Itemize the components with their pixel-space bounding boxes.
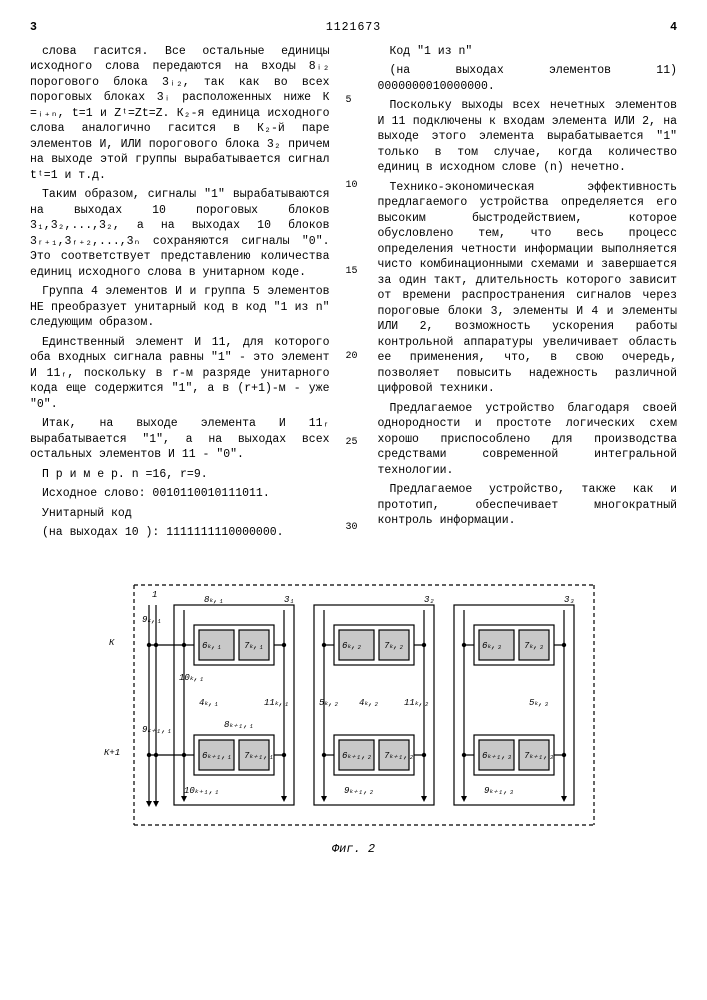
- svg-text:7ₖ,₂: 7ₖ,₂: [384, 641, 404, 651]
- text-columns: слова гасится. Все остальные единицы исх…: [30, 44, 677, 545]
- svg-text:6ₖ₊₁,₁: 6ₖ₊₁,₁: [202, 751, 232, 761]
- paragraph: слова гасится. Все остальные единицы исх…: [30, 44, 330, 184]
- paragraph: Предлагаемое устройство, также как и про…: [378, 482, 678, 529]
- paragraph: Поскольку выходы всех нечетных элементов…: [378, 98, 678, 176]
- document-number: 1121673: [326, 20, 381, 36]
- svg-text:7ₖ₊₁,₃: 7ₖ₊₁,₃: [524, 751, 554, 761]
- svg-text:8ₖ,₁: 8ₖ,₁: [204, 595, 224, 605]
- paragraph: Исходное слово: 0010110010111011.: [30, 486, 330, 502]
- svg-text:7ₖ₊₁,₁: 7ₖ₊₁,₁: [244, 751, 274, 761]
- figure-label: Фиг. 2: [30, 841, 677, 857]
- paragraph: Технико-экономическая эффективность пред…: [378, 180, 678, 397]
- line-number: 10: [346, 179, 362, 193]
- paragraph: П р и м е р. n =16, r=9.: [30, 467, 330, 483]
- svg-text:3₁: 3₁: [284, 595, 295, 605]
- diagram-svg: 3₁ 3₂ 3₃ 1 8ₖ,₁ К К+1 6ₖ,₁ 7ₖ,₁ 6ₖ₊₁,₁ 7ₖ₊₁,₁ 6ₖ,₂ 7…: [94, 575, 614, 835]
- svg-text:7ₖ₊₁,₂: 7ₖ₊₁,₂: [384, 751, 414, 761]
- svg-text:9ₖ₊₁,₁: 9ₖ₊₁,₁: [142, 725, 172, 735]
- page-header: 3 1121673 4: [30, 20, 677, 36]
- svg-text:3₂: 3₂: [424, 595, 435, 605]
- svg-text:1: 1: [152, 590, 157, 600]
- paragraph: Предлагаемое устройство благодаря своей …: [378, 401, 678, 479]
- paragraph: Унитарный код: [30, 506, 330, 522]
- line-number-gutter: 5 10 15 20 25 30: [346, 44, 362, 545]
- svg-text:10ₖ,₁: 10ₖ,₁: [179, 673, 204, 683]
- paragraph: (на выходах 10 ): 1111111110000000.: [30, 525, 330, 541]
- svg-text:6ₖ₊₁,₂: 6ₖ₊₁,₂: [342, 751, 372, 761]
- svg-text:К: К: [109, 638, 115, 648]
- paragraph: Итак, на выходе элемента И 11ᵣ вырабатыв…: [30, 416, 330, 463]
- paragraph: Код "1 из n": [378, 44, 678, 60]
- paragraph: Группа 4 элементов И и группа 5 элементо…: [30, 284, 330, 331]
- svg-text:11ₖ,₁: 11ₖ,₁: [264, 698, 289, 708]
- right-column: Код "1 из n" (на выходах элементов 11) 0…: [378, 44, 678, 545]
- page-number-left: 3: [30, 20, 37, 36]
- svg-text:6ₖ,₁: 6ₖ,₁: [202, 641, 222, 651]
- paragraph: Таким образом, сигналы "1" вырабатываютс…: [30, 187, 330, 280]
- svg-text:К+1: К+1: [104, 748, 120, 758]
- svg-text:4ₖ,₂: 4ₖ,₂: [359, 698, 379, 708]
- svg-text:7ₖ,₃: 7ₖ,₃: [524, 641, 544, 651]
- page-number-right: 4: [670, 20, 677, 36]
- svg-text:8ₖ₊₁,₁: 8ₖ₊₁,₁: [224, 720, 254, 730]
- line-number: 5: [346, 94, 362, 108]
- line-number: 25: [346, 436, 362, 450]
- paragraph: (на выходах элементов 11) 00000000100000…: [378, 63, 678, 94]
- svg-text:3₃: 3₃: [564, 595, 575, 605]
- paragraph: Единственный элемент И 11, для которого …: [30, 335, 330, 413]
- svg-text:9ₖ₊₁,₂: 9ₖ₊₁,₂: [344, 786, 374, 796]
- svg-text:4ₖ,₁: 4ₖ,₁: [199, 698, 219, 708]
- svg-text:7ₖ,₁: 7ₖ,₁: [244, 641, 264, 651]
- svg-text:6ₖ₊₁,₃: 6ₖ₊₁,₃: [482, 751, 512, 761]
- svg-text:11ₖ,₂: 11ₖ,₂: [404, 698, 429, 708]
- svg-text:9ₖ₊₁,₃: 9ₖ₊₁,₃: [484, 786, 514, 796]
- svg-text:5ₖ,₂: 5ₖ,₂: [319, 698, 339, 708]
- svg-text:10ₖ₊₁,₁: 10ₖ₊₁,₁: [184, 786, 220, 796]
- circuit-diagram: 3₁ 3₂ 3₃ 1 8ₖ,₁ К К+1 6ₖ,₁ 7ₖ,₁ 6ₖ₊₁,₁ 7ₖ₊₁,₁ 6ₖ,₂ 7…: [30, 575, 677, 835]
- svg-text:6ₖ,₂: 6ₖ,₂: [342, 641, 362, 651]
- line-number: 15: [346, 265, 362, 279]
- svg-text:5ₖ,₃: 5ₖ,₃: [529, 698, 549, 708]
- line-number: 30: [346, 521, 362, 535]
- left-column: слова гасится. Все остальные единицы исх…: [30, 44, 330, 545]
- svg-text:9ₖ,₁: 9ₖ,₁: [142, 615, 162, 625]
- line-number: 20: [346, 350, 362, 364]
- svg-text:6ₖ,₃: 6ₖ,₃: [482, 641, 502, 651]
